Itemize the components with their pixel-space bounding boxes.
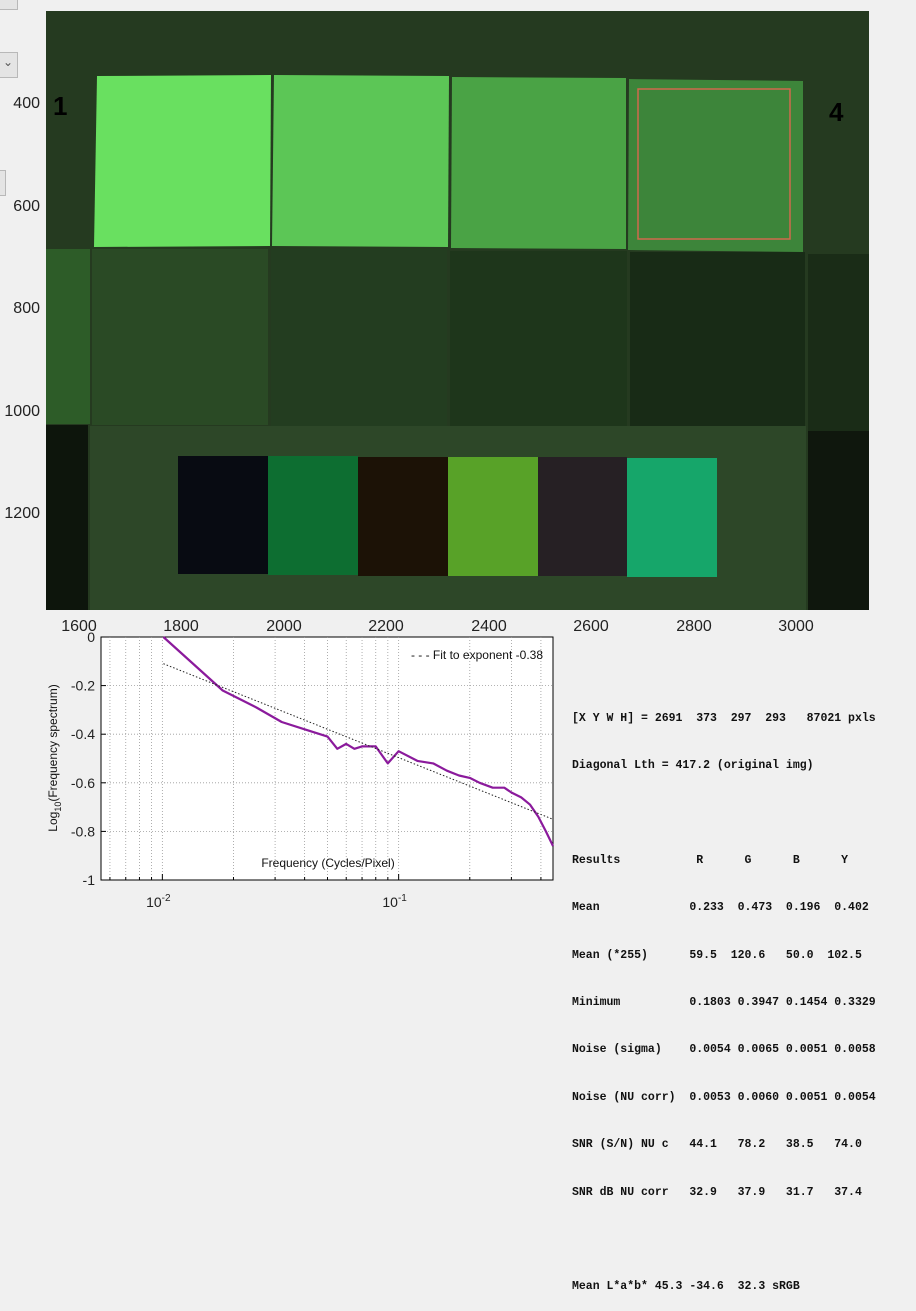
image-y-tick: 600 xyxy=(13,198,40,215)
results-panel: [X Y W H] = 2691 373 297 293 87021 pxls … xyxy=(572,679,876,1311)
results-line: Minimum 0.1803 0.3947 0.1454 0.3329 xyxy=(572,995,876,1009)
patch-small-5 xyxy=(538,457,627,576)
bottom-edge-left xyxy=(46,425,88,610)
image-x-tick: 2000 xyxy=(266,618,302,635)
image-x-tick: 2800 xyxy=(676,618,712,635)
patch-mid-2 xyxy=(271,249,447,426)
results-line: SNR (S/N) NU c 44.1 78.2 38.5 74.0 xyxy=(572,1138,862,1152)
y-tick-label: -0.6 xyxy=(71,775,95,791)
results-line: Results R G B Y xyxy=(572,853,849,867)
patch-small-6 xyxy=(627,458,717,577)
y-axis-label-main: Log xyxy=(46,812,60,832)
image-panel[interactable]: 1 4 xyxy=(46,11,869,610)
patch-label-left: 1 xyxy=(53,91,67,121)
patch-small-2 xyxy=(268,456,358,575)
patch-bright-2 xyxy=(272,75,449,247)
image-x-tick: 2600 xyxy=(573,618,609,635)
results-line: Diagonal Lth = 417.2 (original img) xyxy=(572,758,814,772)
plot-area xyxy=(100,636,554,881)
legend-entry: - - - Fit to exponent -0.38 xyxy=(411,648,543,662)
chevron-down-icon: ⌄ xyxy=(3,55,14,69)
y-axis-label-sub: 10 xyxy=(53,802,63,812)
patch-bright-1 xyxy=(94,75,271,247)
results-line: [X Y W H] = 2691 373 297 293 87021 pxls xyxy=(572,711,876,725)
image-x-tick: 1600 xyxy=(61,618,97,635)
image-x-tick: 1800 xyxy=(163,618,199,635)
y-tick-label: -0.2 xyxy=(71,678,95,694)
dropdown-control[interactable]: ⌄ xyxy=(0,52,18,78)
image-x-tick: 2200 xyxy=(368,618,404,635)
results-line xyxy=(572,805,876,821)
bottom-edge-right xyxy=(808,431,869,610)
results-line: Noise (NU corr) 0.0053 0.0060 0.0051 0.0… xyxy=(572,1090,876,1104)
toolbar-button-top[interactable] xyxy=(0,0,18,10)
results-line: Mean (*255) 59.5 120.6 50.0 102.5 xyxy=(572,948,862,962)
patch-mid-edge-right xyxy=(808,254,869,431)
side-button[interactable] xyxy=(0,170,6,196)
patch-bright-4 xyxy=(628,79,803,252)
y-tick-label: -0.4 xyxy=(71,726,95,742)
patch-small-3 xyxy=(358,457,448,576)
patch-mid-4 xyxy=(630,252,805,428)
x-tick-label: 10-2 xyxy=(146,893,171,910)
y-tick-label: 0 xyxy=(87,629,95,645)
patch-mid-1 xyxy=(92,249,268,425)
image-y-tick: 1000 xyxy=(4,403,40,420)
results-line xyxy=(572,1232,876,1248)
patch-mid-3 xyxy=(450,251,627,427)
x-tick-label: 10-1 xyxy=(382,893,407,910)
image-y-tick: 800 xyxy=(13,300,40,317)
roi-rectangle[interactable] xyxy=(637,88,791,240)
x-axis-label: Frequency (Cycles/Pixel) xyxy=(261,856,394,870)
patch-label-right: 4 xyxy=(829,97,844,127)
y-tick-label: -0.8 xyxy=(71,823,95,839)
spectrum-line xyxy=(162,636,554,847)
patch-small-1 xyxy=(178,456,268,574)
image-x-tick: 2400 xyxy=(471,618,507,635)
results-line: SNR dB NU corr 32.9 37.9 31.7 37.4 xyxy=(572,1185,862,1199)
spectrum-plot[interactable]: 0 -0.2 -0.4 -0.6 -0.8 -1 10-2 10-1 Log10(Freque… xyxy=(0,625,570,915)
image-y-tick: 1200 xyxy=(4,505,40,522)
results-line: Mean 0.233 0.473 0.196 0.402 xyxy=(572,901,869,915)
image-x-tick: 3000 xyxy=(778,618,814,635)
y-tick-label: -1 xyxy=(83,872,96,888)
image-y-tick: 400 xyxy=(13,95,40,112)
y-axis-label: Log10(Frequency spectrum) xyxy=(46,684,63,831)
results-line: Mean L*a*b* 45.3 -34.6 32.3 sRGB xyxy=(572,1280,800,1294)
patch-small-4 xyxy=(448,457,538,576)
patch-mid-edge-left xyxy=(46,249,90,424)
results-line: Noise (sigma) 0.0054 0.0065 0.0051 0.005… xyxy=(572,1043,876,1057)
y-axis-label-rest: (Frequency spectrum) xyxy=(46,684,60,801)
patch-bright-3 xyxy=(451,77,626,249)
